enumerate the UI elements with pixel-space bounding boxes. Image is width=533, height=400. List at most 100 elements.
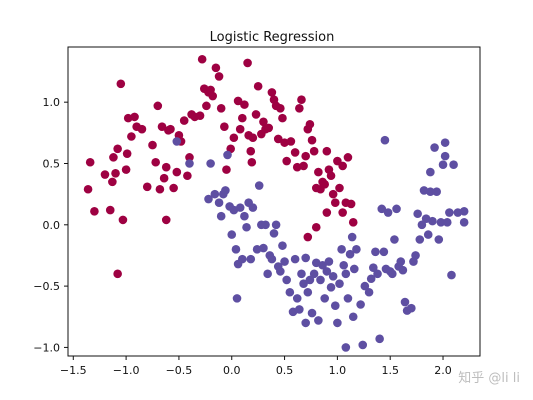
scatter-point bbox=[159, 173, 169, 183]
scatter-point bbox=[307, 135, 317, 145]
scatter-point bbox=[339, 260, 349, 270]
scatter-point bbox=[137, 124, 147, 134]
scatter-point bbox=[202, 101, 211, 111]
scatter-point bbox=[246, 146, 256, 156]
scatter-point bbox=[172, 137, 182, 146]
scatter-point bbox=[371, 247, 380, 257]
scatter-point bbox=[233, 96, 243, 106]
scatter-point bbox=[246, 254, 256, 264]
scatter-point bbox=[223, 150, 232, 160]
scatter-point bbox=[204, 194, 213, 204]
scatter-point bbox=[172, 167, 182, 177]
scatter-point bbox=[426, 167, 435, 177]
scatter-point bbox=[379, 247, 389, 257]
scatter-point bbox=[276, 104, 285, 113]
scatter-point bbox=[345, 249, 355, 259]
scatter-point bbox=[369, 263, 378, 273]
scatter-point bbox=[214, 72, 224, 81]
scatter-point bbox=[248, 203, 258, 212]
scatter-point bbox=[282, 156, 291, 166]
scatter-point bbox=[142, 182, 152, 192]
scatter-point bbox=[328, 271, 338, 281]
x-tick-label: 1.0 bbox=[329, 364, 347, 377]
scatter-point bbox=[280, 257, 289, 266]
scatter-point bbox=[301, 151, 310, 161]
scatter-point bbox=[366, 274, 376, 284]
scatter-point bbox=[314, 316, 323, 325]
points-layer bbox=[83, 54, 469, 352]
scatter-point bbox=[311, 222, 321, 232]
scatter-point bbox=[349, 264, 359, 274]
scatter-point bbox=[183, 171, 192, 181]
scatter-point bbox=[428, 216, 437, 226]
scatter-point bbox=[210, 189, 220, 199]
scatter-point bbox=[440, 151, 450, 161]
scatter-point bbox=[295, 305, 304, 314]
scatter-point bbox=[442, 218, 452, 227]
scatter-point bbox=[341, 269, 351, 279]
scatter-point bbox=[264, 123, 274, 133]
scatter-point bbox=[105, 205, 115, 215]
scatter-point bbox=[83, 184, 93, 194]
scatter-point bbox=[309, 269, 319, 279]
chart-title: Logistic Regression bbox=[210, 30, 335, 45]
scatter-point bbox=[432, 187, 441, 196]
scatter-point bbox=[185, 153, 194, 162]
scatter-point bbox=[445, 208, 454, 217]
scatter-point bbox=[273, 134, 283, 144]
scatter-point bbox=[338, 161, 347, 171]
x-tick-label: 0.0 bbox=[223, 364, 241, 377]
scatter-point bbox=[169, 183, 178, 193]
scatter-point bbox=[299, 279, 308, 288]
scatter-point bbox=[211, 63, 221, 73]
scatter-point bbox=[113, 144, 122, 154]
scatter-point bbox=[254, 181, 264, 190]
scatter-point bbox=[343, 153, 353, 162]
scatter-point bbox=[278, 241, 287, 250]
scatter-point bbox=[263, 269, 272, 279]
scatter-point bbox=[330, 301, 340, 311]
axis-frame bbox=[67, 46, 481, 357]
scatter-point bbox=[322, 267, 332, 276]
watermark-text: 知乎 @li li bbox=[458, 370, 520, 386]
scatter-point bbox=[348, 312, 358, 322]
scatter-point bbox=[240, 211, 249, 221]
scatter-point bbox=[438, 160, 448, 170]
scatter-point bbox=[153, 101, 163, 111]
scatter-point bbox=[330, 198, 340, 208]
scatter-point bbox=[347, 232, 357, 242]
scatter-point bbox=[267, 254, 277, 264]
scatter-point bbox=[216, 211, 226, 221]
y-tick-label: −1.0 bbox=[33, 341, 60, 354]
scatter-point bbox=[127, 132, 136, 141]
scatter-point bbox=[157, 122, 167, 132]
scatter-point bbox=[227, 230, 237, 239]
scatter-point bbox=[108, 177, 117, 187]
scatter-point bbox=[303, 232, 313, 242]
scatter-point bbox=[307, 308, 317, 318]
scatter-point bbox=[166, 124, 175, 134]
x-tick-label: −1.5 bbox=[60, 364, 87, 377]
scatter-point bbox=[220, 122, 229, 132]
scatter-point bbox=[335, 279, 344, 288]
scatter-point bbox=[430, 143, 439, 152]
scatter-point bbox=[346, 199, 356, 209]
scatter-point bbox=[303, 287, 313, 297]
scatter-point bbox=[383, 208, 393, 217]
x-tick-label: 0.5 bbox=[276, 364, 294, 377]
scatter-point bbox=[116, 79, 126, 89]
scatter-point bbox=[322, 146, 332, 156]
scatter-point bbox=[222, 165, 231, 174]
y-axis: −1.0 −0.5 0.0 0.5 1.0 bbox=[33, 96, 68, 354]
scatter-point bbox=[305, 119, 315, 129]
scatter-point bbox=[375, 334, 384, 344]
scatter-point bbox=[231, 245, 241, 254]
scatter-point bbox=[398, 265, 408, 275]
scatter-point bbox=[343, 294, 353, 303]
scatter-point bbox=[278, 113, 287, 123]
scatter-point bbox=[297, 269, 306, 279]
scatter-point bbox=[285, 287, 295, 297]
scatter-point bbox=[242, 222, 251, 232]
scatter-point bbox=[185, 159, 194, 168]
